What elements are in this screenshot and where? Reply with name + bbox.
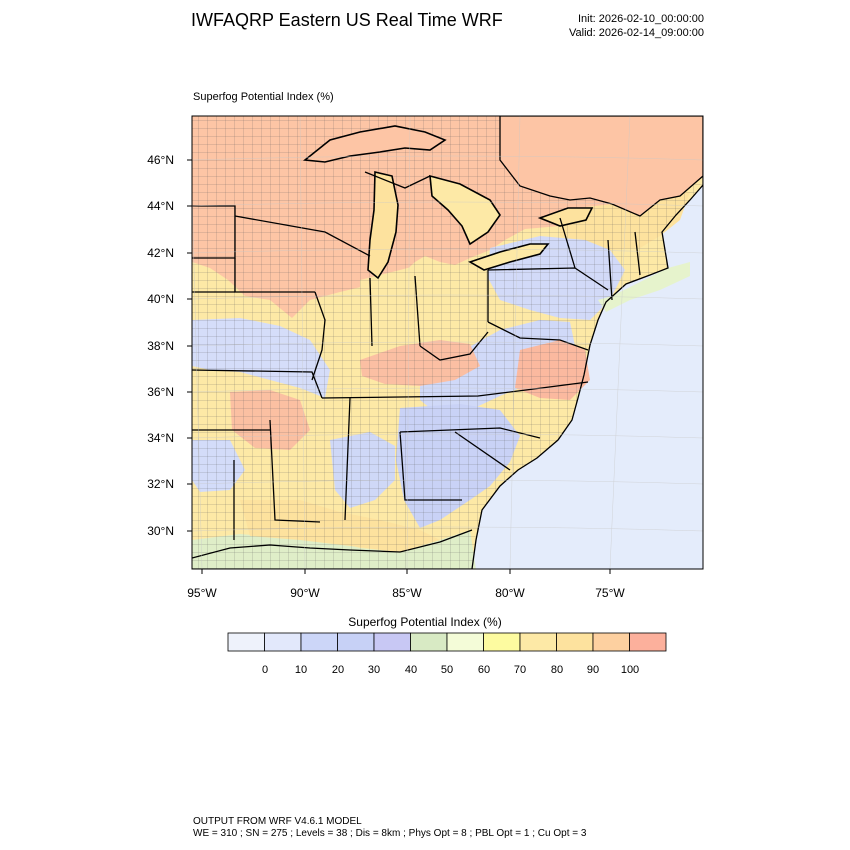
axis-ticks xyxy=(187,159,611,574)
lat-label: 30°N xyxy=(147,524,174,538)
lat-label: 44°N xyxy=(147,199,174,213)
colorbar xyxy=(227,632,667,652)
colorbar-swatch xyxy=(483,632,521,652)
colorbar-swatch xyxy=(337,632,375,652)
colorbar-label: 40 xyxy=(404,664,418,676)
field-label: Superfog Potential Index (%) xyxy=(193,91,334,103)
colorbar-swatch xyxy=(556,632,594,652)
colorbar-swatch xyxy=(264,632,302,652)
lake-ontario xyxy=(537,207,594,227)
county-lines xyxy=(192,116,703,569)
lat-label: 46°N xyxy=(147,153,174,167)
map-title: IWFAQRP Eastern US Real Time WRF xyxy=(191,10,503,30)
lat-label: 38°N xyxy=(147,339,174,353)
lon-label: 80°W xyxy=(495,586,525,600)
lon-label: 90°W xyxy=(290,586,320,600)
colorbar-label: 30 xyxy=(367,664,381,676)
region-coast-green xyxy=(598,262,690,312)
lake-erie xyxy=(468,243,550,271)
footer-config-line: WE = 310 ; SN = 275 ; Levels = 38 ; Dis … xyxy=(193,828,587,839)
lon-label: 85°W xyxy=(392,586,422,600)
colorbar-swatch xyxy=(373,632,411,652)
lat-label: 34°N xyxy=(147,431,174,445)
colorbar-label: 50 xyxy=(440,664,454,676)
lat-label: 42°N xyxy=(147,246,174,260)
lon-label: 95°W xyxy=(187,586,217,600)
colorbar-swatch xyxy=(446,632,484,652)
lake-huron xyxy=(429,174,501,246)
colorbar-label: 10 xyxy=(294,664,308,676)
colorbar-label: 70 xyxy=(513,664,527,676)
colorbar-label: 90 xyxy=(586,664,600,676)
colorbar-swatch xyxy=(519,632,557,652)
colorbar-label: 100 xyxy=(620,664,640,676)
map-frame xyxy=(191,115,704,570)
lat-label: 36°N xyxy=(147,385,174,399)
colorbar-label: 80 xyxy=(550,664,564,676)
colorbar-swatch xyxy=(410,632,448,652)
colorbar-label: 0 xyxy=(261,664,269,676)
colorbar-label: 60 xyxy=(477,664,491,676)
canada-region xyxy=(499,116,703,217)
lat-label: 32°N xyxy=(147,477,174,491)
colorbar-title: Superfog Potential Index (%) xyxy=(348,615,502,629)
colorbar-swatch xyxy=(227,632,265,652)
colorbar-swatch xyxy=(629,632,667,652)
colorbar-swatch xyxy=(300,632,338,652)
colorbar-swatch xyxy=(592,632,630,652)
gulf-coastline xyxy=(192,529,473,559)
graticule xyxy=(192,116,703,569)
footer-model-line: OUTPUT FROM WRF V4.6.1 MODEL xyxy=(193,816,362,827)
init-time: Init: 2026-02-10_00:00:00 xyxy=(578,13,704,25)
valid-time: Valid: 2026-02-14_09:00:00 xyxy=(569,27,704,39)
map-plot-area xyxy=(192,116,703,569)
coastline xyxy=(471,184,703,569)
state-borders xyxy=(192,171,641,540)
lat-label: 40°N xyxy=(147,292,174,306)
lake-michigan xyxy=(367,170,399,280)
colorbar-label: 20 xyxy=(331,664,345,676)
lon-label: 75°W xyxy=(595,586,625,600)
